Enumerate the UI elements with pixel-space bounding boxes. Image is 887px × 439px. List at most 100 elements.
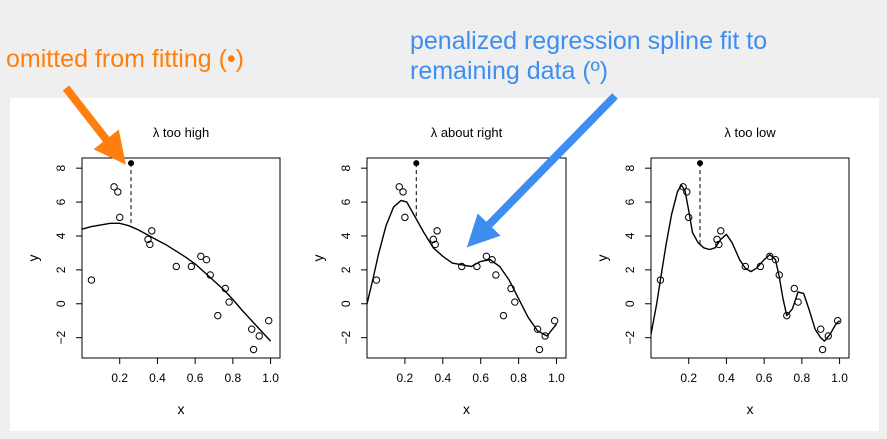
- data-point: [533, 325, 542, 333]
- annotation-spline-fit-line1: penalized regression spline fit to: [410, 27, 768, 55]
- x-tick-label: 0.6: [472, 371, 489, 385]
- data-point: [372, 276, 381, 284]
- y-tick-label: 4: [339, 232, 353, 239]
- data-point: [741, 262, 749, 271]
- y-tick-label: 2: [623, 266, 637, 273]
- x-axis-label: x: [463, 401, 470, 417]
- x-tick-label: 1.0: [548, 371, 565, 385]
- y-tick-label: 8: [339, 165, 353, 172]
- y-tick-label: 2: [54, 266, 68, 273]
- y-tick-label: 0: [54, 300, 68, 307]
- y-axis-label: y: [594, 255, 610, 262]
- data-point: [249, 345, 258, 354]
- plot-frame: [81, 157, 281, 359]
- data-point: [756, 262, 765, 271]
- data-point: [817, 325, 825, 333]
- x-tick-label: 1.0: [831, 371, 848, 385]
- plot-frame: [650, 157, 850, 359]
- x-tick-label: 0.6: [187, 371, 204, 385]
- data-point: [535, 345, 544, 354]
- y-tick-label: −2: [339, 330, 353, 344]
- annotation-omitted: omitted from fitting (•): [6, 45, 244, 73]
- data-point: [492, 271, 500, 279]
- fit-curve: [366, 199, 558, 337]
- data-point: [197, 252, 205, 261]
- x-axis-label: x: [747, 401, 754, 417]
- y-axis-label: y: [310, 255, 326, 262]
- x-tick-label: 0.4: [718, 371, 735, 385]
- arrow-blue: [466, 93, 618, 248]
- data-point: [824, 332, 832, 340]
- omitted-point: [697, 160, 704, 167]
- data-point: [511, 298, 519, 306]
- chart-title: λ too low: [724, 125, 776, 140]
- y-tick-label: 4: [54, 232, 68, 239]
- data-point: [679, 183, 687, 191]
- data-point: [715, 240, 723, 249]
- data-point: [144, 235, 152, 244]
- x-tick-label: 1.0: [262, 371, 279, 385]
- y-tick-label: 6: [54, 198, 68, 205]
- data-point: [264, 317, 273, 325]
- y-tick-label: 6: [339, 198, 353, 205]
- x-axis-label: x: [178, 401, 185, 417]
- data-point: [499, 311, 508, 320]
- fit-curve: [650, 184, 841, 342]
- data-point: [458, 262, 466, 271]
- data-point: [214, 311, 222, 320]
- y-tick-label: 0: [623, 300, 637, 307]
- plot-frame: [366, 157, 567, 359]
- data-point: [146, 240, 154, 249]
- x-tick-label: 0.6: [756, 371, 773, 385]
- y-tick-label: 2: [339, 266, 353, 273]
- chart-3: λ too low 0.2 0.4 0.6 0.8 1.0 x −2 0 2 4 6 8 y: [594, 125, 850, 417]
- annotation-spline-fit-line2: remaining data (º): [410, 57, 609, 85]
- data-point: [794, 298, 802, 306]
- data-point: [766, 252, 774, 261]
- data-point: [833, 317, 842, 325]
- data-point: [790, 284, 799, 293]
- data-point: [401, 213, 409, 222]
- data-point: [172, 262, 180, 271]
- x-tick-label: 0.2: [680, 371, 697, 385]
- chart-2: λ about right 0.2 0.4 0.6 0.8 1.0 x −2 0 2 4 6 8 y: [310, 125, 567, 417]
- data-point: [433, 227, 441, 235]
- data-point: [255, 332, 263, 340]
- data-point: [685, 213, 693, 222]
- data-point: [225, 298, 233, 306]
- data-point: [110, 183, 118, 191]
- data-point: [783, 311, 791, 320]
- y-tick-label: 0: [339, 300, 353, 307]
- data-point: [473, 262, 481, 271]
- annotation-spline-fit: penalized regression spline fit to remai…: [410, 26, 767, 86]
- data-point: [399, 188, 407, 196]
- data-point: [431, 240, 439, 249]
- data-point: [818, 345, 827, 354]
- data-point: [488, 255, 496, 264]
- fit-curve: [81, 222, 272, 342]
- x-tick-label: 0.4: [434, 371, 451, 385]
- data-point: [395, 183, 403, 191]
- y-tick-label: 8: [623, 165, 637, 172]
- y-tick-label: −2: [54, 330, 68, 344]
- data-point: [187, 262, 196, 271]
- data-point: [775, 271, 783, 279]
- data-point: [87, 276, 96, 284]
- data-point: [683, 188, 691, 196]
- chart-title: λ about right: [431, 125, 503, 140]
- omitted-point: [413, 160, 420, 167]
- data-point: [656, 276, 665, 284]
- y-tick-label: 8: [54, 165, 68, 172]
- data-point: [507, 284, 515, 293]
- data-point: [717, 227, 725, 235]
- omitted-point: [128, 160, 135, 167]
- data-point: [206, 271, 214, 279]
- chart-1: λ too high 0.2 0.4 0.6 0.8 1.0 x −2 0 2 4 6 8 y: [25, 125, 281, 417]
- data-point: [550, 317, 559, 325]
- data-point: [429, 235, 438, 244]
- y-axis-label: y: [25, 255, 41, 262]
- x-tick-label: 0.2: [111, 371, 128, 385]
- data-point: [713, 235, 721, 244]
